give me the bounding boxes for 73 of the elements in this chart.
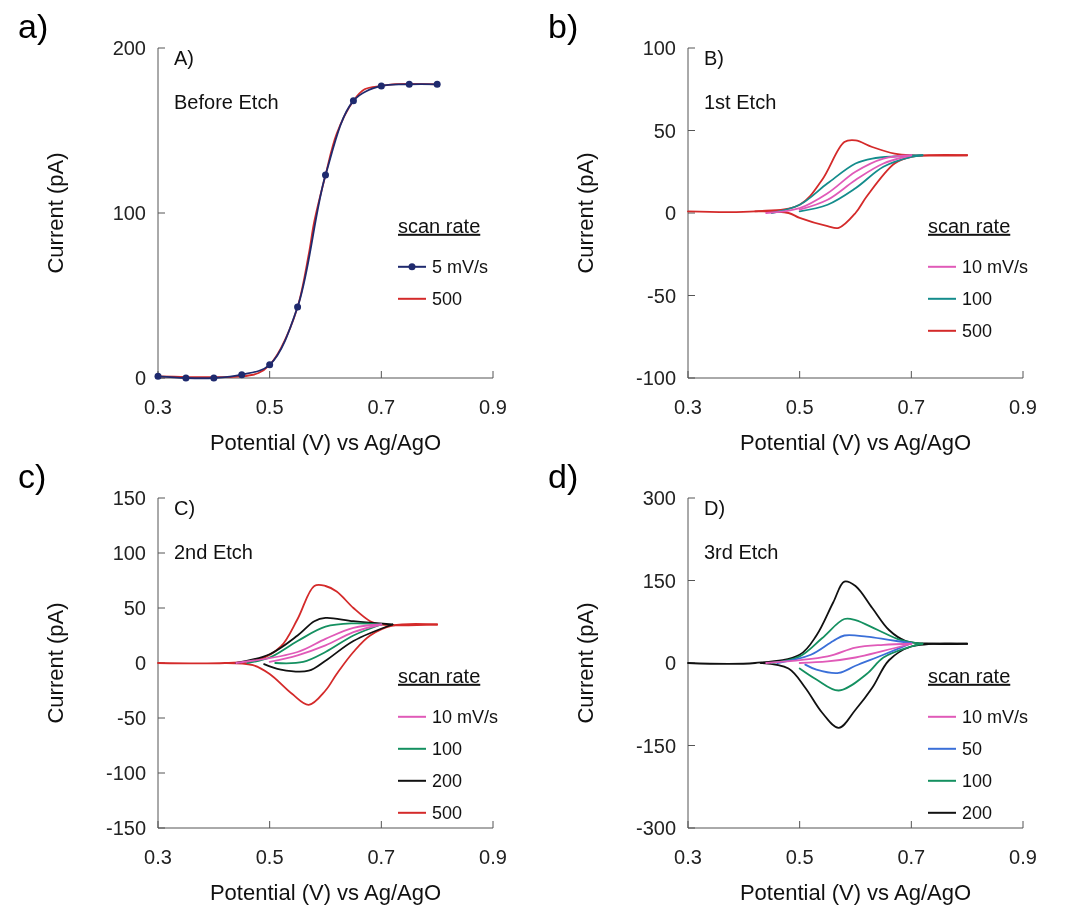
- x-tick-label: 0.9: [1009, 396, 1037, 418]
- chart-title: d): [548, 457, 579, 495]
- x-axis-title: Potential (V) vs Ag/AgO: [209, 880, 442, 905]
- y-axis-title: Current (pA): [573, 602, 598, 724]
- legend-label: 50: [962, 739, 983, 760]
- legend-label: 100: [432, 739, 463, 760]
- x-axis-title: Potential (V) vs Ag/AgO: [209, 430, 442, 455]
- legend-label: 10 mV/s: [962, 707, 1029, 728]
- x-tick-label: 0.9: [1009, 846, 1037, 868]
- legend-label: 500: [962, 321, 993, 342]
- legend-title: scan rate: [928, 214, 1011, 237]
- x-tick-label: 0.9: [479, 396, 507, 418]
- legend-title: scan rate: [928, 664, 1011, 687]
- y-tick-label: 0: [664, 652, 676, 674]
- y-tick-label: 100: [112, 542, 146, 564]
- annotation: 3rd Etch: [704, 541, 779, 563]
- y-tick-label: 300: [642, 487, 676, 509]
- chart-title: c): [18, 457, 47, 495]
- y-tick-label: 150: [642, 569, 676, 592]
- y-tick-label: -50: [117, 707, 146, 729]
- annotation: B): [704, 47, 724, 69]
- legend-title: scan rate: [398, 664, 481, 687]
- annotation: C): [174, 497, 196, 519]
- x-tick-label: 0.3: [674, 396, 702, 418]
- x-tick-label: 0.5: [785, 396, 814, 418]
- legend-label: 200: [432, 771, 463, 792]
- y-tick-label: 0: [134, 367, 146, 389]
- legend-label: 5 mV/s: [432, 257, 489, 278]
- y-tick-label: 100: [112, 202, 146, 224]
- y-tick-label: -100: [105, 762, 146, 784]
- legend-label: 500: [432, 289, 463, 310]
- x-tick-label: 0.7: [367, 396, 396, 418]
- legend-label: 200: [962, 803, 993, 824]
- y-tick-label: 200: [112, 37, 146, 59]
- annotation: 1st Etch: [704, 91, 777, 113]
- annotation: Before Etch: [174, 91, 279, 113]
- chart-title: a): [18, 7, 49, 45]
- y-axis-title: Current (pA): [573, 152, 598, 274]
- legend-label: 100: [962, 771, 993, 792]
- y-tick-label: -50: [647, 284, 676, 307]
- x-tick-label: 0.5: [255, 396, 284, 418]
- legend-label: 500: [432, 803, 463, 824]
- annotation: A): [174, 47, 194, 69]
- chart-title: b): [548, 7, 579, 45]
- legend-label: 10 mV/s: [432, 707, 499, 728]
- x-tick-label: 0.7: [897, 396, 926, 418]
- y-tick-label: -100: [635, 367, 676, 389]
- legend-label: 10 mV/s: [962, 257, 1029, 278]
- y-tick-label: 150: [112, 487, 146, 509]
- annotation: D): [704, 497, 726, 519]
- x-tick-label: 0.3: [674, 846, 702, 868]
- y-tick-label: 50: [123, 597, 146, 619]
- y-tick-label: 0: [664, 202, 676, 224]
- x-tick-label: 0.3: [144, 846, 172, 868]
- x-tick-label: 0.3: [144, 396, 172, 418]
- y-tick-label: 100: [642, 37, 676, 59]
- y-axis-title: Current (pA): [43, 152, 68, 274]
- y-tick-label: -150: [105, 817, 146, 839]
- x-axis-title: Potential (V) vs Ag/AgO: [739, 430, 972, 455]
- legend-title: scan rate: [398, 214, 481, 237]
- x-tick-label: 0.9: [479, 846, 507, 868]
- y-tick-label: 50: [653, 119, 676, 142]
- y-axis-title: Current (pA): [43, 602, 68, 724]
- y-tick-label: -150: [635, 734, 676, 757]
- x-tick-label: 0.7: [367, 846, 396, 868]
- y-tick-label: -300: [635, 817, 676, 839]
- annotation: 2nd Etch: [174, 541, 253, 563]
- x-tick-label: 0.5: [255, 846, 284, 868]
- legend-label: 100: [962, 289, 993, 310]
- y-tick-label: 0: [134, 652, 146, 674]
- x-tick-label: 0.5: [785, 846, 814, 868]
- x-axis-title: Potential (V) vs Ag/AgO: [739, 880, 972, 905]
- x-tick-label: 0.7: [897, 846, 926, 868]
